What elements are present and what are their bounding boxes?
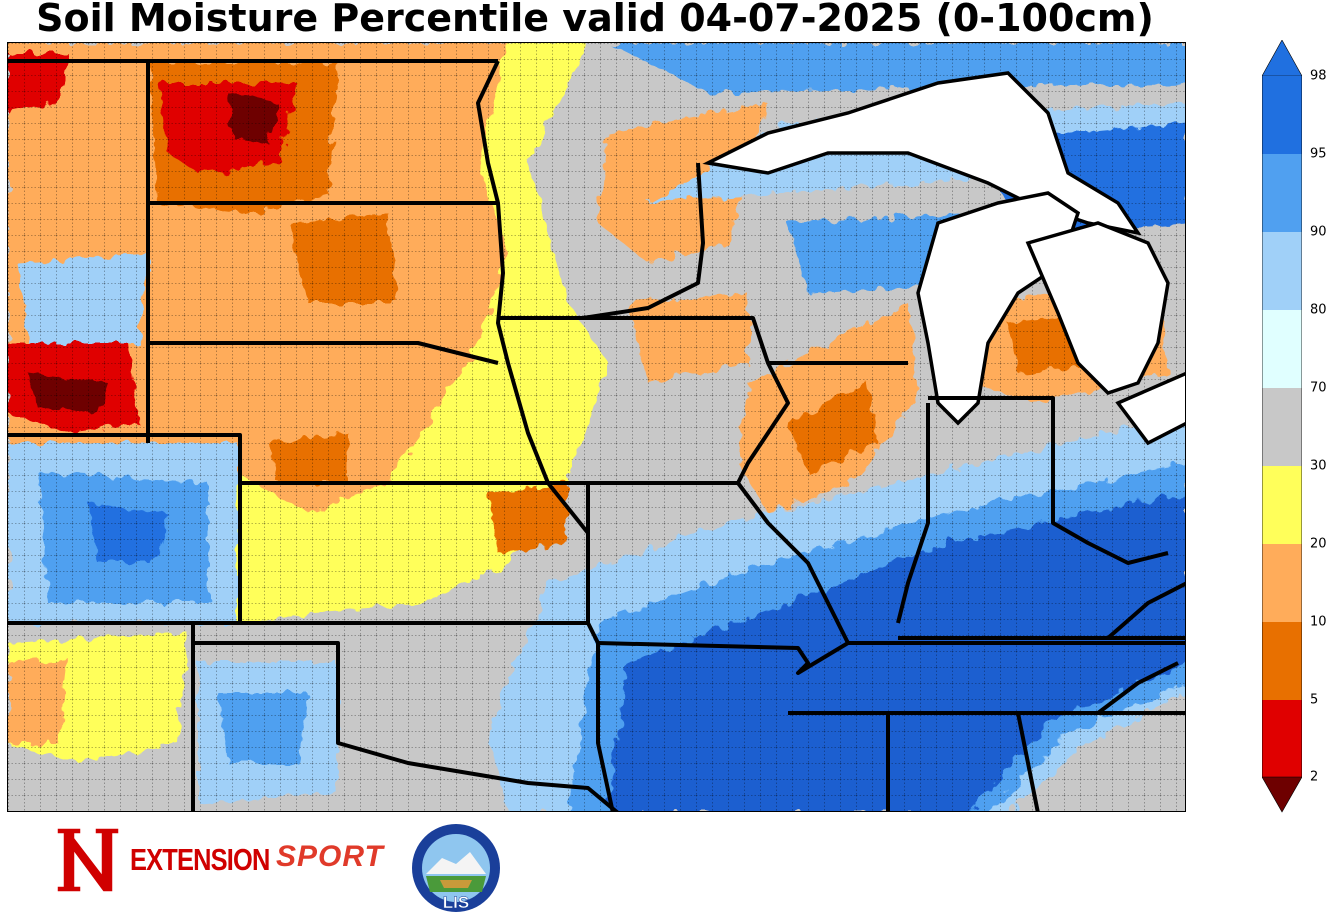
colorbar-segment	[1262, 388, 1302, 466]
soil-moisture-map	[7, 42, 1186, 812]
colorbar-segment	[1262, 466, 1302, 544]
colorbar-tick-label: 80	[1310, 302, 1327, 318]
lis-logo-text: LIS	[443, 893, 469, 912]
colorbar-tick-label: 70	[1310, 380, 1327, 396]
colorbar-segment	[1262, 700, 1302, 777]
colorbar-segment	[1262, 154, 1302, 232]
sport-logo-text: SPORT	[276, 840, 384, 873]
colorbar-tick-label: 10	[1310, 614, 1327, 630]
colorbar-extend-bottom	[1262, 776, 1302, 813]
map-canvas	[8, 43, 1185, 811]
colorbar-tick-label: 2	[1310, 769, 1319, 785]
colorbar-segment	[1262, 76, 1302, 154]
colorbar-segment	[1262, 310, 1302, 388]
colorbar	[1262, 40, 1302, 813]
colorbar-tick-label: 90	[1310, 224, 1327, 240]
colorbar-tick-label: 98	[1310, 68, 1327, 84]
colorbar-segment	[1262, 232, 1302, 310]
logo-strip: EXTENSION SPORT LIS	[50, 822, 520, 917]
colorbar-tick-label: 5	[1310, 692, 1319, 708]
colorbar-tick-label: 95	[1310, 146, 1327, 162]
colorbar-segment	[1262, 544, 1302, 622]
great-lakes	[702, 71, 1185, 446]
nebraska-n-logo	[56, 827, 120, 893]
lis-logo: LIS	[412, 824, 500, 912]
colorbar-segment	[1262, 622, 1302, 700]
colorbar-tick-label: 30	[1310, 458, 1327, 474]
colorbar-extend-top	[1262, 40, 1302, 77]
state-borders	[8, 59, 1185, 811]
map-title: Soil Moisture Percentile valid 04-07-202…	[36, 0, 1154, 40]
extension-logo-text: EXTENSION	[130, 842, 270, 877]
colorbar-tick-label: 20	[1310, 536, 1327, 552]
